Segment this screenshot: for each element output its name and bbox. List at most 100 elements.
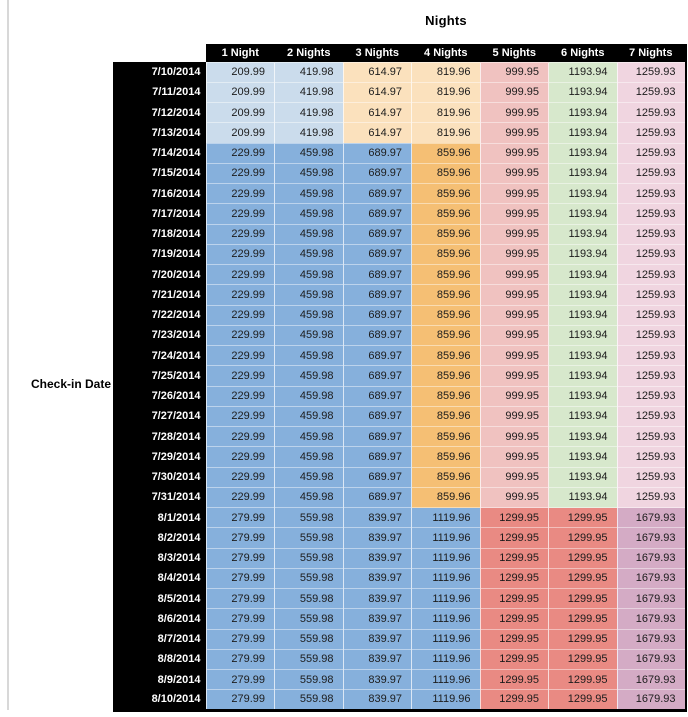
price-cell[interactable]: 999.95 <box>479 142 549 164</box>
price-cell[interactable]: 1259.93 <box>616 344 686 366</box>
price-cell[interactable]: 1119.96 <box>411 567 480 589</box>
price-cell[interactable]: 999.95 <box>479 446 549 467</box>
price-cell[interactable]: 1299.95 <box>479 506 549 528</box>
price-cell[interactable]: 859.96 <box>411 162 480 184</box>
price-cell[interactable]: 209.99 <box>205 122 275 143</box>
price-cell[interactable]: 859.96 <box>411 324 480 346</box>
price-cell[interactable]: 1679.93 <box>616 628 686 650</box>
price-cell[interactable]: 859.96 <box>411 385 480 407</box>
row-header-date[interactable]: 7/24/2014 <box>113 345 206 366</box>
price-cell[interactable]: 1193.94 <box>548 223 617 245</box>
price-cell[interactable]: 1679.93 <box>616 689 686 710</box>
price-cell[interactable]: 839.97 <box>342 668 412 690</box>
price-cell[interactable]: 1299.95 <box>479 689 549 710</box>
price-cell[interactable]: 859.96 <box>411 486 480 508</box>
price-cell[interactable]: 459.98 <box>274 446 343 467</box>
price-cell[interactable]: 1299.95 <box>548 506 617 528</box>
price-cell[interactable]: 999.95 <box>479 61 549 83</box>
price-cell[interactable]: 229.99 <box>205 425 275 447</box>
price-cell[interactable]: 999.95 <box>479 101 549 123</box>
price-cell[interactable]: 1259.93 <box>616 142 686 164</box>
price-cell[interactable]: 229.99 <box>205 263 275 285</box>
price-cell[interactable]: 229.99 <box>205 466 275 488</box>
price-cell[interactable]: 1299.95 <box>479 547 549 569</box>
price-cell[interactable]: 559.98 <box>274 689 343 710</box>
price-cell[interactable]: 999.95 <box>479 263 549 285</box>
price-cell[interactable]: 229.99 <box>205 162 275 184</box>
row-header-date[interactable]: 7/17/2014 <box>113 203 206 224</box>
price-cell[interactable]: 689.97 <box>342 304 412 326</box>
row-header-date[interactable]: 8/4/2014 <box>113 568 206 589</box>
price-cell[interactable]: 689.97 <box>342 182 412 204</box>
price-cell[interactable]: 419.98 <box>274 81 343 103</box>
price-cell[interactable]: 999.95 <box>479 385 549 407</box>
price-cell[interactable]: 1193.94 <box>548 446 617 467</box>
price-cell[interactable]: 279.99 <box>205 547 275 569</box>
price-cell[interactable]: 459.98 <box>274 284 343 305</box>
price-cell[interactable]: 999.95 <box>479 324 549 346</box>
price-cell[interactable]: 999.95 <box>479 162 549 184</box>
price-cell[interactable]: 689.97 <box>342 365 412 386</box>
price-cell[interactable]: 229.99 <box>205 324 275 346</box>
row-header-date[interactable]: 7/12/2014 <box>113 102 206 123</box>
price-cell[interactable]: 459.98 <box>274 304 343 326</box>
price-cell[interactable]: 1193.94 <box>548 324 617 346</box>
row-header-date[interactable]: 7/19/2014 <box>113 244 206 265</box>
price-cell[interactable]: 999.95 <box>479 344 549 366</box>
price-cell[interactable]: 1299.95 <box>548 527 617 548</box>
price-cell[interactable]: 229.99 <box>205 304 275 326</box>
row-header-date[interactable]: 7/10/2014 <box>113 62 206 83</box>
price-cell[interactable]: 1193.94 <box>548 284 617 305</box>
price-cell[interactable]: 559.98 <box>274 587 343 609</box>
price-cell[interactable]: 1259.93 <box>616 425 686 447</box>
price-cell[interactable]: 1193.94 <box>548 405 617 427</box>
price-cell[interactable]: 614.97 <box>342 101 412 123</box>
price-cell[interactable]: 1193.94 <box>548 304 617 326</box>
price-cell[interactable]: 1679.93 <box>616 668 686 690</box>
price-cell[interactable]: 229.99 <box>205 203 275 224</box>
price-cell[interactable]: 1119.96 <box>411 587 480 609</box>
price-cell[interactable]: 279.99 <box>205 648 275 670</box>
price-cell[interactable]: 459.98 <box>274 385 343 407</box>
price-cell[interactable]: 999.95 <box>479 284 549 305</box>
price-cell[interactable]: 1193.94 <box>548 122 617 143</box>
price-cell[interactable]: 1193.94 <box>548 182 617 204</box>
price-cell[interactable]: 689.97 <box>342 344 412 366</box>
price-cell[interactable]: 1259.93 <box>616 385 686 407</box>
price-cell[interactable]: 614.97 <box>342 122 412 143</box>
row-header-date[interactable]: 8/5/2014 <box>113 588 206 609</box>
price-cell[interactable]: 819.96 <box>411 122 480 143</box>
price-cell[interactable]: 1259.93 <box>616 446 686 467</box>
price-cell[interactable]: 614.97 <box>342 61 412 83</box>
price-cell[interactable]: 1193.94 <box>548 425 617 447</box>
price-cell[interactable]: 459.98 <box>274 142 343 164</box>
price-cell[interactable]: 559.98 <box>274 547 343 569</box>
price-cell[interactable]: 999.95 <box>479 122 549 143</box>
price-cell[interactable]: 859.96 <box>411 223 480 245</box>
price-cell[interactable]: 229.99 <box>205 182 275 204</box>
column-header[interactable]: 4 Nights <box>411 44 480 62</box>
price-cell[interactable]: 1299.95 <box>479 648 549 670</box>
price-cell[interactable]: 229.99 <box>205 385 275 407</box>
price-cell[interactable]: 689.97 <box>342 263 412 285</box>
price-cell[interactable]: 1119.96 <box>411 648 480 670</box>
price-cell[interactable]: 689.97 <box>342 486 412 508</box>
row-header-date[interactable]: 8/3/2014 <box>113 548 206 569</box>
row-header-date[interactable]: 7/20/2014 <box>113 264 206 285</box>
price-cell[interactable]: 459.98 <box>274 223 343 245</box>
price-cell[interactable]: 1299.95 <box>479 567 549 589</box>
price-cell[interactable]: 999.95 <box>479 466 549 488</box>
price-cell[interactable]: 859.96 <box>411 284 480 305</box>
price-cell[interactable]: 1259.93 <box>616 101 686 123</box>
price-cell[interactable]: 999.95 <box>479 304 549 326</box>
price-cell[interactable]: 1259.93 <box>616 81 686 103</box>
price-cell[interactable]: 999.95 <box>479 81 549 103</box>
price-cell[interactable]: 1299.95 <box>548 648 617 670</box>
row-header-date[interactable]: 8/8/2014 <box>113 649 206 670</box>
price-cell[interactable]: 1193.94 <box>548 466 617 488</box>
price-cell[interactable]: 839.97 <box>342 689 412 710</box>
row-header-date[interactable]: 7/13/2014 <box>113 122 206 143</box>
price-cell[interactable]: 1299.95 <box>479 608 549 629</box>
price-cell[interactable]: 689.97 <box>342 203 412 224</box>
price-cell[interactable]: 559.98 <box>274 567 343 589</box>
